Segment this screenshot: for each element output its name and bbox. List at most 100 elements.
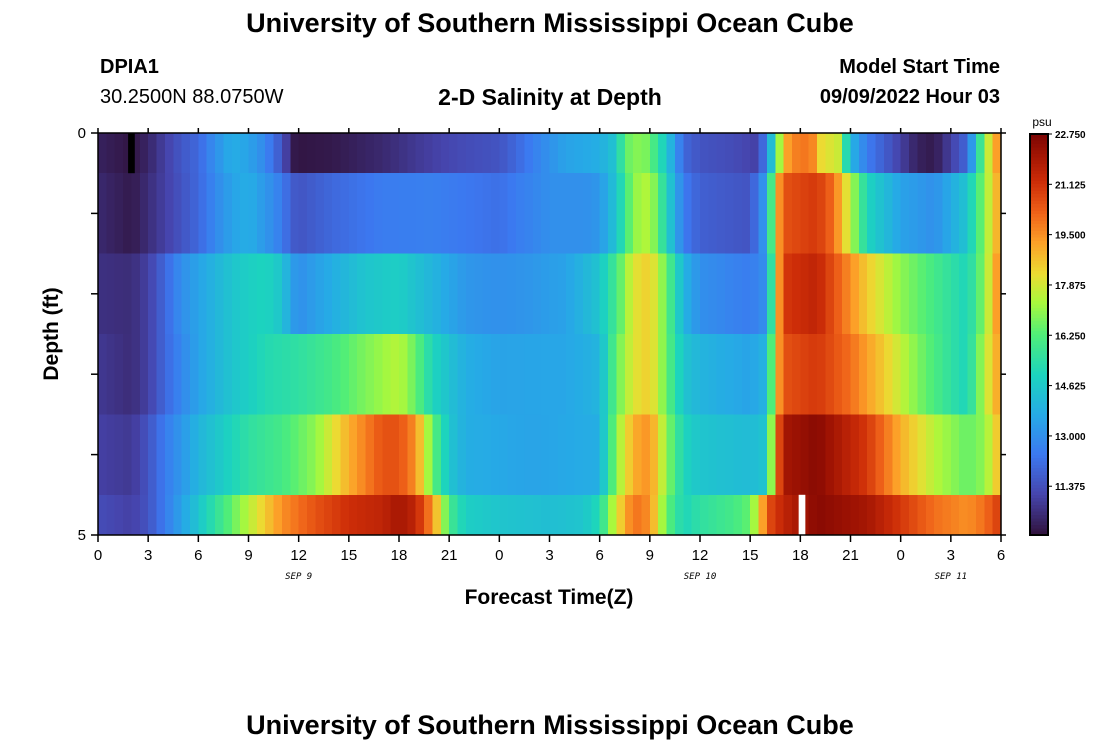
heatmap-cell bbox=[649, 414, 659, 495]
heatmap-cell bbox=[858, 133, 868, 174]
colorbar-tick-label: 19.500 bbox=[1055, 231, 1086, 242]
heatmap-cell bbox=[574, 414, 584, 495]
heatmap-cell bbox=[357, 494, 367, 535]
heatmap-cell bbox=[240, 133, 250, 174]
heatmap-cell bbox=[173, 334, 183, 415]
heatmap-cell bbox=[791, 414, 801, 495]
heatmap-cell bbox=[992, 414, 1002, 495]
heatmap-cell bbox=[758, 334, 768, 415]
heatmap-cell bbox=[114, 334, 124, 415]
heatmap-cell bbox=[582, 133, 592, 174]
heatmap-cell bbox=[365, 253, 375, 334]
heatmap-cell bbox=[415, 253, 425, 334]
y-tick-label: 5 bbox=[78, 527, 86, 544]
heatmap-cell bbox=[808, 253, 818, 334]
heatmap-cell bbox=[850, 173, 860, 254]
heatmap-cell bbox=[959, 133, 969, 174]
heatmap-cell bbox=[223, 133, 233, 174]
heatmap-cell bbox=[992, 173, 1002, 254]
heatmap-cell bbox=[373, 253, 383, 334]
heatmap-cell bbox=[833, 334, 843, 415]
heatmap-cell bbox=[507, 253, 517, 334]
heatmap-cell bbox=[875, 173, 885, 254]
heatmap-cell bbox=[516, 414, 526, 495]
heatmap-cell bbox=[549, 414, 559, 495]
heatmap-cell bbox=[164, 494, 174, 535]
heatmap-cell bbox=[298, 494, 308, 535]
missing-data-cell bbox=[798, 494, 806, 535]
heatmap-cell bbox=[900, 494, 910, 535]
heatmap-cell bbox=[658, 494, 668, 535]
heatmap-cell bbox=[265, 133, 275, 174]
heatmap-cell bbox=[599, 173, 609, 254]
heatmap-cell bbox=[566, 173, 576, 254]
heatmap-cell bbox=[449, 414, 459, 495]
heatmap-cell bbox=[616, 414, 626, 495]
heatmap-cell bbox=[323, 173, 333, 254]
heatmap-cell bbox=[608, 414, 617, 495]
heatmap-cell bbox=[850, 494, 860, 535]
heatmap-cell bbox=[666, 133, 676, 174]
heatmap-cell bbox=[323, 133, 333, 174]
heatmap-cell bbox=[900, 253, 910, 334]
heatmap-cell bbox=[992, 334, 1002, 415]
heatmap-cell bbox=[532, 253, 542, 334]
heatmap-cell bbox=[984, 253, 994, 334]
heatmap-cell bbox=[783, 494, 793, 535]
heatmap-cell bbox=[825, 173, 835, 254]
heatmap-cell bbox=[984, 414, 994, 495]
heatmap-cell bbox=[315, 494, 325, 535]
heatmap-cell bbox=[507, 414, 517, 495]
heatmap-cell bbox=[148, 133, 158, 174]
heatmap-cell bbox=[591, 133, 601, 174]
colorbar-swatch bbox=[1030, 501, 1048, 506]
heatmap-cell bbox=[683, 173, 693, 254]
heatmap-cell bbox=[407, 414, 417, 495]
heatmap-cell bbox=[766, 253, 776, 334]
colorbar-swatch bbox=[1030, 267, 1048, 272]
heatmap-cell bbox=[340, 253, 350, 334]
heatmap-cell bbox=[883, 133, 893, 174]
heatmap-cell bbox=[390, 133, 400, 174]
colorbar-swatch bbox=[1030, 418, 1048, 422]
heatmap-cell bbox=[624, 414, 634, 495]
heatmap-cell bbox=[791, 253, 801, 334]
heatmap-cell bbox=[457, 494, 467, 535]
heatmap-cell bbox=[666, 494, 676, 535]
heatmap-cell bbox=[716, 133, 726, 174]
heatmap-cell bbox=[382, 173, 392, 254]
x-axis: 0 3 6 9 12 15 18 21 0 3 6 9 12 15 18 21 0 3 6 SEP 9 SEP 10 SE… bbox=[94, 128, 1005, 582]
heatmap-cell bbox=[298, 414, 308, 495]
heatmap-cell bbox=[365, 494, 375, 535]
heatmap-cell bbox=[800, 414, 810, 495]
heatmap-cell bbox=[532, 414, 542, 495]
heatmap-cell bbox=[649, 253, 659, 334]
heatmap-cell bbox=[808, 334, 818, 415]
heatmap-cell bbox=[892, 133, 902, 174]
heatmap-cell bbox=[775, 173, 785, 254]
heatmap-cell bbox=[365, 334, 375, 415]
heatmap-cell bbox=[532, 133, 542, 174]
heatmap-cell bbox=[148, 414, 158, 495]
heatmap-cell bbox=[465, 133, 475, 174]
x-tick-label: 3 bbox=[947, 547, 955, 564]
heatmap-cell bbox=[624, 253, 634, 334]
colorbar-swatch bbox=[1030, 341, 1048, 346]
heatmap-cells bbox=[98, 133, 1002, 535]
heatmap-cell bbox=[616, 253, 626, 334]
heatmap-cell bbox=[725, 173, 735, 254]
colorbar-swatch bbox=[1030, 434, 1048, 439]
heatmap-cell bbox=[700, 253, 709, 334]
heatmap-cell bbox=[649, 133, 659, 174]
heatmap-cell bbox=[440, 494, 450, 535]
heatmap-cell bbox=[917, 133, 927, 174]
x-tick-label: 6 bbox=[194, 547, 202, 564]
colorbar-swatch bbox=[1030, 334, 1048, 339]
heatmap-cell bbox=[307, 253, 316, 334]
heatmap-cell bbox=[148, 173, 158, 254]
heatmap-cell bbox=[691, 173, 701, 254]
heatmap-cell bbox=[683, 334, 693, 415]
heatmap-cell bbox=[457, 334, 467, 415]
colorbar-swatch bbox=[1030, 494, 1048, 499]
colorbar-swatch bbox=[1030, 307, 1048, 312]
